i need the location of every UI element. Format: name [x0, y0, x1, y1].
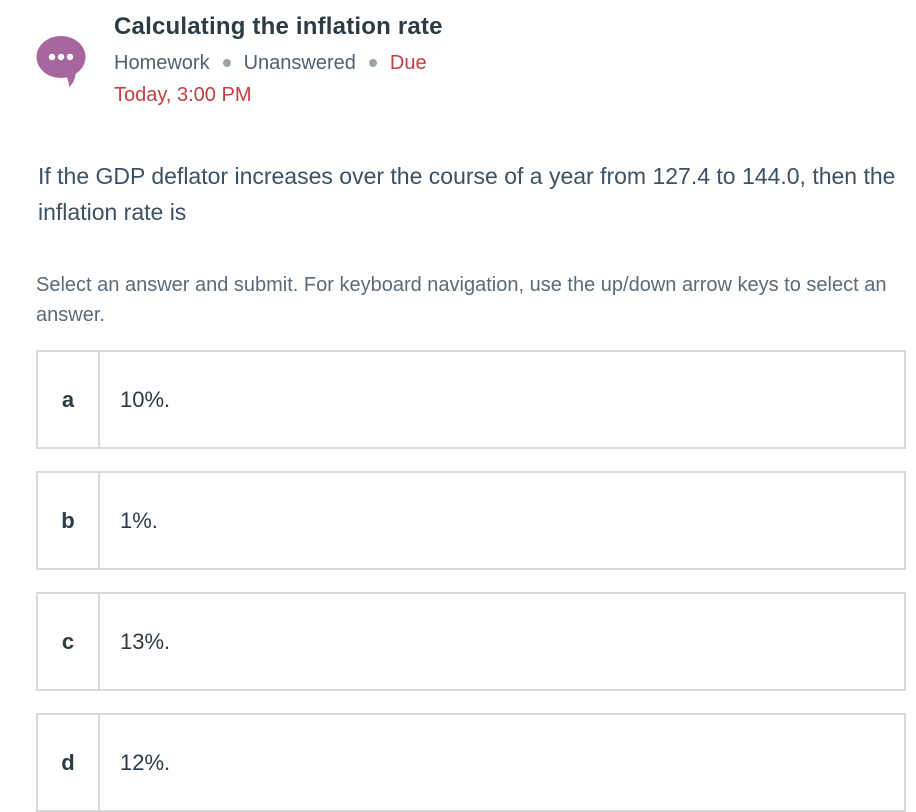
- meta-type: Homework: [114, 52, 210, 74]
- option-letter: d: [38, 715, 100, 810]
- meta-status: Unanswered: [243, 52, 356, 74]
- separator-dot-icon: [222, 59, 231, 67]
- option-text: 12%.: [120, 749, 171, 775]
- answer-instructions: Select an answer and submit. For keyboar…: [36, 274, 887, 326]
- separator-dot-icon: [368, 59, 377, 67]
- option-text: 10%.: [120, 386, 171, 412]
- answer-option-b[interactable]: b 1%.: [36, 471, 906, 570]
- option-letter: b: [38, 473, 100, 568]
- option-text: 13%.: [120, 628, 171, 654]
- answer-option-a[interactable]: a 10%.: [36, 350, 906, 449]
- option-letter: c: [38, 594, 100, 689]
- question-header: Calculating the inflation rate Homework …: [0, 0, 916, 108]
- option-text: 1%.: [120, 507, 158, 533]
- due-label: Due: [389, 52, 427, 74]
- question-text: If the GDP deflator increases over the c…: [38, 163, 896, 225]
- question-meta: Homework Unanswered Due: [114, 50, 916, 76]
- option-letter: a: [38, 352, 100, 447]
- answer-option-c[interactable]: c 13%.: [36, 592, 906, 691]
- page-title: Calculating the inflation rate: [114, 13, 443, 40]
- answer-option-d[interactable]: d 12%.: [36, 713, 906, 812]
- due-time: Today, 3:00 PM: [114, 84, 252, 106]
- chat-bubble-icon: [36, 36, 86, 87]
- answer-options-list: a 10%. b 1%. c 13%. d 12%.: [36, 350, 906, 812]
